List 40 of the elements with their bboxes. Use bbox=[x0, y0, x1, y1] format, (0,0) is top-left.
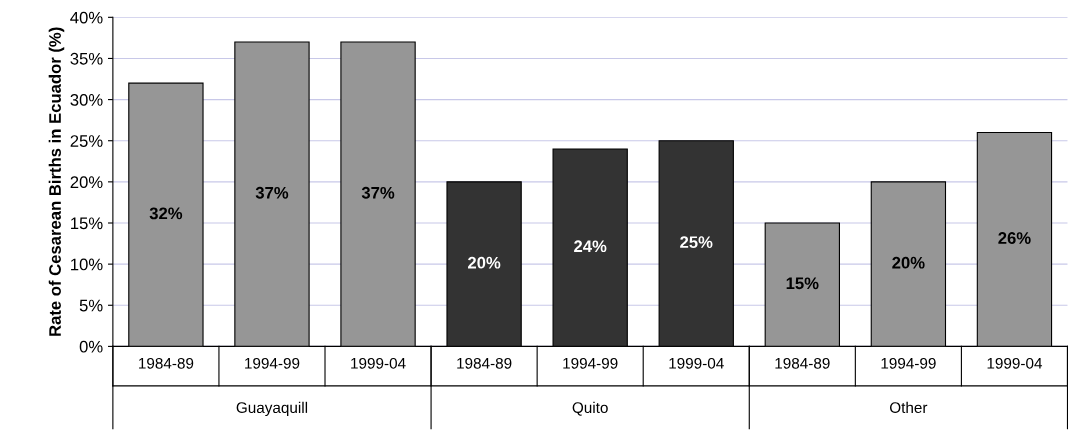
data-label: 25% bbox=[680, 236, 713, 249]
y-tick-label: 5% bbox=[79, 299, 103, 312]
y-tick-label: 30% bbox=[70, 93, 103, 106]
y-tick-label: 10% bbox=[71, 258, 103, 271]
x-tick-label: 1999-04 bbox=[351, 357, 406, 369]
data-label: 26% bbox=[998, 232, 1031, 244]
bar bbox=[658, 140, 734, 347]
x-tick-label: 1984-89 bbox=[139, 357, 194, 369]
data-label: 15% bbox=[786, 277, 819, 290]
x-tick-label: 1984-89 bbox=[775, 357, 830, 369]
data-label: 37% bbox=[255, 186, 289, 199]
y-axis-title: Rate of Cesarean Births in Ecuador (%) bbox=[48, 27, 65, 336]
text: Guayaquill bbox=[236, 401, 308, 417]
y-tick-label: 15% bbox=[71, 217, 103, 230]
data-label: 20% bbox=[468, 256, 501, 269]
y-tick-label: 20% bbox=[70, 176, 103, 189]
x-tick-label: 1994-99 bbox=[881, 357, 936, 369]
y-tick-label: 40% bbox=[70, 11, 103, 24]
bar bbox=[552, 148, 628, 347]
data-label: 24% bbox=[574, 240, 607, 253]
bar bbox=[340, 41, 416, 347]
x-tick-label: 1999-04 bbox=[669, 357, 724, 369]
data-label: 20% bbox=[892, 256, 925, 269]
data-label: 32% bbox=[149, 207, 183, 220]
y-tick-label: 0% bbox=[79, 340, 103, 353]
x-tick-label: 1999-04 bbox=[987, 357, 1043, 369]
text: Other bbox=[890, 401, 928, 414]
y-tick-label: 35% bbox=[70, 52, 103, 65]
x-tick-label: 1994-99 bbox=[563, 357, 618, 369]
x-tick-label: 1984-89 bbox=[457, 357, 512, 369]
bar bbox=[128, 82, 204, 347]
bar bbox=[764, 222, 840, 347]
x-tick-label: 1994-99 bbox=[245, 357, 300, 369]
bar bbox=[446, 181, 522, 347]
bar bbox=[976, 131, 1053, 347]
bar bbox=[234, 41, 310, 347]
y-tick-label: 25% bbox=[70, 135, 103, 147]
text: Quito bbox=[572, 401, 608, 416]
bar bbox=[870, 181, 947, 347]
data-label: 37% bbox=[361, 186, 395, 199]
